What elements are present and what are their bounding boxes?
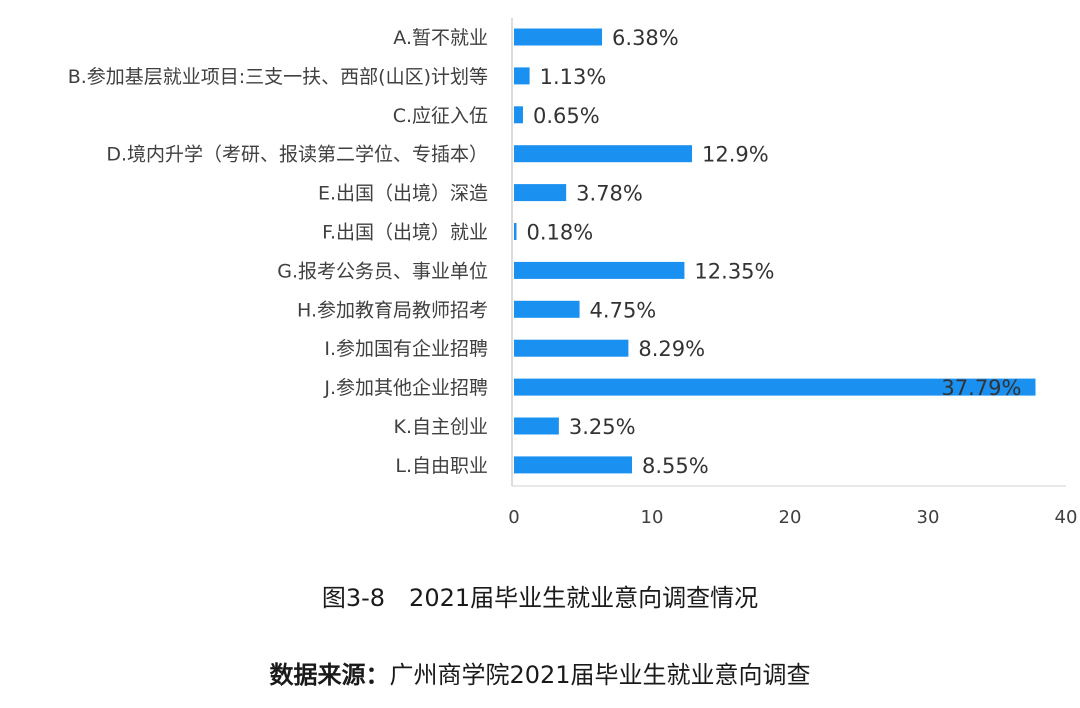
category-label: B.参加基层就业项目:三支一扶、西部(山区)计划等	[68, 66, 488, 88]
bar	[514, 223, 517, 240]
data-label: 37.79%	[941, 376, 1021, 400]
x-tick-label: 30	[917, 507, 940, 528]
category-label: J.参加其他企业招聘	[323, 377, 488, 399]
data-label: 6.38%	[612, 26, 679, 50]
data-label: 3.25%	[569, 415, 636, 439]
data-label: 12.35%	[694, 259, 774, 283]
bars	[514, 28, 1036, 474]
x-tick-label: 0	[508, 507, 519, 528]
data-label: 0.18%	[526, 221, 593, 245]
bar	[514, 339, 629, 357]
bar	[514, 28, 603, 46]
bar	[514, 67, 530, 85]
category-label: H.参加教育局教师招考	[297, 299, 488, 321]
category-label: K.自主创业	[394, 416, 489, 438]
bar	[514, 300, 580, 318]
category-label: L.自由职业	[395, 455, 488, 477]
category-label: F.出国（出境）就业	[322, 222, 488, 244]
bar	[514, 378, 1036, 396]
source-text: 广州商学院2021届毕业生就业意向调查	[389, 661, 811, 689]
source-note: 数据来源：广州商学院2021届毕业生就业意向调查	[0, 655, 1080, 690]
x-tick-label: 10	[641, 507, 664, 528]
bar	[514, 456, 632, 474]
category-label: A.暂不就业	[393, 27, 488, 49]
data-label: 0.65%	[533, 104, 600, 128]
data-label: 1.13%	[540, 65, 607, 89]
bar	[514, 184, 567, 202]
x-tick-label: 20	[779, 507, 802, 528]
figure-title: 图3-8 2021届毕业生就业意向调查情况	[321, 584, 759, 612]
data-label: 12.9%	[702, 143, 769, 167]
bar	[514, 106, 523, 124]
data-label: 3.78%	[576, 182, 643, 206]
category-label: G.报考公务员、事业单位	[277, 260, 488, 282]
data-label: 8.55%	[642, 454, 709, 478]
category-label: C.应征入伍	[393, 105, 488, 127]
bar-chart: A.暂不就业 B.参加基层就业项目:三支一扶、西部(山区)计划等 C.应征入伍 D.境…	[68, 18, 1077, 528]
bar	[514, 145, 693, 163]
source-label: 数据来源：	[269, 661, 390, 689]
category-labels: A.暂不就业 B.参加基层就业项目:三支一扶、西部(山区)计划等 C.应征入伍 D.境…	[68, 27, 488, 477]
category-label: D.境内升学（考研、报读第二学位、专插本）	[106, 144, 488, 166]
data-label: 4.75%	[590, 298, 657, 322]
bar	[514, 261, 685, 279]
x-tick-labels: 0 10 20 30 40	[508, 507, 1077, 528]
bar	[514, 417, 559, 435]
x-tick-label: 40	[1055, 507, 1078, 528]
data-label: 8.29%	[638, 337, 705, 361]
value-labels: 6.38%1.13% 0.65% 12.9% 3.78% 0.18% 12.35% 4.75…	[526, 26, 1021, 478]
category-label: E.出国（出境）深造	[318, 183, 488, 205]
category-label: I.参加国有企业招聘	[324, 338, 488, 360]
